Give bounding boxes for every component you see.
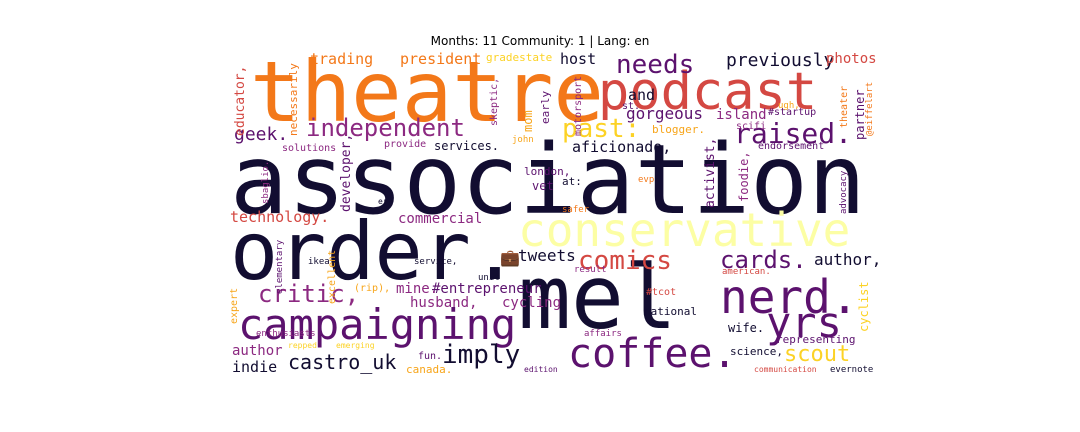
word-author-comma: author, <box>814 252 878 268</box>
word-sbaglio: sbaglio. <box>262 161 271 204</box>
word-mom: mom <box>522 110 534 132</box>
word-cloud: theatre association order. mel podcast c… <box>228 52 878 378</box>
word-previously: previously <box>726 52 834 70</box>
word-affairs: affairs <box>584 330 622 339</box>
word-endorsement: endorsement <box>758 142 824 152</box>
word-tcot: #tcot <box>646 288 676 298</box>
word-national: national <box>644 306 697 317</box>
word-theater: theater <box>840 86 850 128</box>
word-science: science, <box>730 346 783 357</box>
word-edition: edition <box>524 366 558 374</box>
word-john: john <box>512 136 534 145</box>
word-imply: imply <box>442 342 520 368</box>
word-tweets: tweets <box>518 248 576 264</box>
word-enthusiasts: enthusiasts <box>256 330 316 339</box>
word-developer: developer, <box>340 134 353 212</box>
word-ugh: ugh, <box>778 102 800 111</box>
word-blogger: blogger. <box>652 124 705 135</box>
word-skeptic: skeptic, <box>490 78 500 126</box>
word-evernote: evernote <box>830 366 873 375</box>
word-er: er <box>378 198 388 206</box>
word-scout: scout <box>784 344 850 366</box>
word-indie: indie <box>232 360 277 375</box>
word-author: author <box>232 344 283 358</box>
word-service: service, <box>414 258 457 267</box>
word-motorsport: motorsport <box>574 76 584 136</box>
word-advocacy: advocacy <box>840 171 849 214</box>
word-castro-uk: castro_uk <box>288 352 396 372</box>
word-mine: mine. <box>396 282 438 296</box>
word-coffee: coffee. <box>568 334 737 374</box>
word-vet: vet <box>532 180 554 192</box>
word-needs: needs <box>616 52 694 78</box>
figure-title: Months: 11 Community: 1 | Lang: en <box>0 34 1080 48</box>
word-trading: trading <box>310 52 373 67</box>
word-necessarily: necessarily <box>288 63 299 136</box>
word-services: services. <box>434 140 499 152</box>
word-emerging: emerging <box>336 342 375 350</box>
unicode-glyph: 💼 <box>500 250 520 266</box>
word-unit: unit <box>478 274 500 283</box>
word-elementary: elementary <box>276 240 285 294</box>
word-safer: safer <box>562 206 589 215</box>
word-independent: independent <box>306 116 465 140</box>
word-american: american. <box>722 268 771 277</box>
word-wife: wife. <box>728 322 764 334</box>
word-result: result <box>574 266 607 275</box>
word-scifi: scifi <box>736 122 766 132</box>
word-provide: provide <box>384 140 426 150</box>
word-island: island <box>716 108 767 122</box>
word-repped: repped <box>288 342 317 350</box>
word-educator: educator, <box>234 66 247 136</box>
word-cycling: cycling <box>502 296 561 310</box>
word-aficionado: aficionado, <box>572 140 671 155</box>
word-rip: (rip), <box>354 284 390 294</box>
word-evp: evp <box>638 176 654 185</box>
word-host: host <box>560 52 596 67</box>
word-technology: technology. <box>230 210 329 225</box>
word-at: at: <box>562 176 582 187</box>
word-canada: canada. <box>406 364 452 375</box>
word-president: president <box>400 52 481 67</box>
word-critic: critic, <box>258 282 359 306</box>
word-entrepreneur: #entrepreneur <box>432 282 542 296</box>
word-representing: representing <box>776 334 855 345</box>
word-solutions: solutions <box>282 144 336 154</box>
word-cyclist: cyclist <box>858 281 870 332</box>
word-expert: expert <box>230 288 240 324</box>
word-fun: fun. <box>418 352 442 362</box>
word-gradestate: gradestate <box>486 52 552 63</box>
word-activist: activist, <box>704 138 717 208</box>
word-st: st. <box>622 102 640 112</box>
word-eiffelart: @eiffelart <box>866 82 875 136</box>
word-commercial: commercial <box>398 212 482 226</box>
word-photos: photos <box>826 52 877 66</box>
word-husband: husband, <box>410 296 477 310</box>
word-communication: communication <box>754 366 817 374</box>
word-excellent: excellent <box>328 250 338 304</box>
word-foodie: foodie, <box>738 151 750 202</box>
word-early: early <box>540 91 551 124</box>
